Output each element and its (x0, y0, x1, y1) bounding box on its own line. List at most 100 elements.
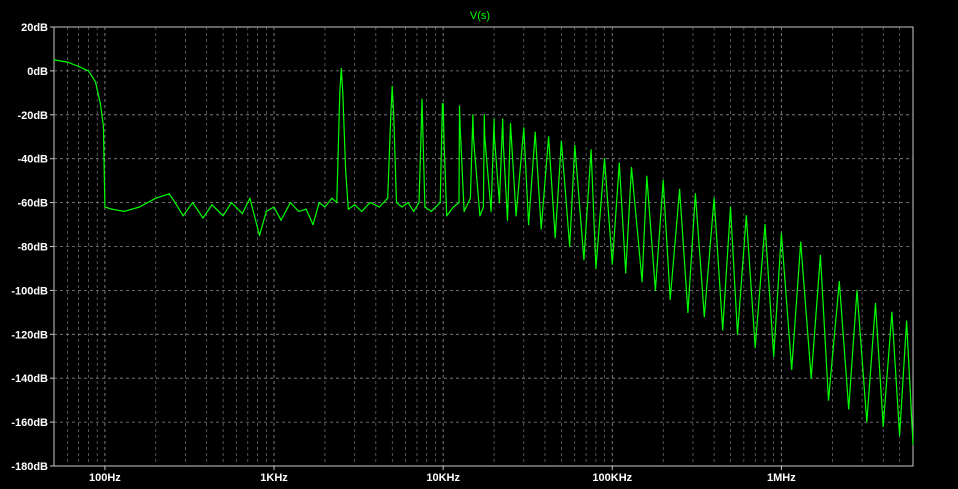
series-point (819, 254, 822, 256)
series-point (687, 311, 689, 313)
series-point (534, 131, 536, 133)
series-point (102, 125, 104, 127)
series-point (780, 232, 783, 234)
series-point (78, 65, 80, 68)
series-point (611, 263, 613, 265)
series-point (800, 241, 802, 243)
series-point (540, 228, 542, 230)
series-point (458, 202, 460, 204)
series-point (230, 202, 232, 204)
series-point (458, 105, 461, 107)
series-point (583, 259, 585, 261)
series-point (548, 136, 550, 138)
series-point (87, 70, 90, 72)
series-point (618, 162, 620, 164)
trace-layer (53, 59, 914, 445)
y-tick-label: -100dB (11, 285, 48, 297)
series-point (258, 234, 261, 237)
series-point (53, 59, 55, 61)
series-point (342, 92, 344, 94)
series-point (502, 144, 504, 147)
series-point (472, 136, 474, 138)
series-point (515, 215, 517, 217)
y-tick-label: -160dB (11, 417, 48, 429)
series-point (906, 320, 908, 322)
series-point (483, 114, 485, 116)
x-tick-label: 10KHz (426, 472, 460, 484)
series-point (603, 158, 606, 160)
y-tick-label: -80dB (17, 242, 48, 254)
series-point (560, 140, 563, 142)
series-point (66, 61, 68, 63)
series-point (395, 202, 398, 204)
series-point (407, 202, 409, 204)
y-tick-label: 20dB (21, 22, 48, 34)
chart-title: V(s) (470, 10, 490, 22)
series-point (703, 316, 705, 318)
axis-layer: 20dB 0dB -20dB -40dB -60dB -80dB -100dB -120dB -… (11, 22, 796, 484)
series-point (298, 210, 300, 212)
x-tick-label: 100KHz (592, 472, 632, 484)
series-point (336, 202, 338, 204)
series-point (463, 210, 465, 212)
y-tick-label: -60dB (17, 198, 48, 210)
series-point (202, 217, 204, 219)
series-point (498, 202, 500, 204)
series-point (324, 206, 326, 208)
series-point (430, 210, 432, 212)
series-point (764, 224, 766, 226)
series-point (590, 149, 592, 151)
series-point (442, 103, 444, 105)
series-point (94, 81, 97, 83)
series-point (361, 210, 363, 212)
series-point (182, 215, 184, 217)
series-point (625, 272, 627, 274)
series-point (424, 206, 426, 208)
x-tick-label: 100Hz (89, 472, 121, 484)
y-tick-label: -20dB (17, 110, 48, 122)
series-point (694, 193, 697, 195)
series-point (493, 136, 495, 138)
series-point (418, 202, 420, 204)
series-point (641, 281, 643, 283)
series-point (810, 377, 812, 379)
series-point (312, 224, 314, 226)
series-point (111, 208, 113, 210)
series-point (387, 197, 389, 199)
series-point (340, 68, 342, 70)
series-point (369, 202, 371, 204)
series-point (439, 202, 441, 204)
series-point (569, 245, 571, 248)
series-point (265, 210, 267, 212)
series-point (241, 213, 243, 215)
series-point (791, 368, 793, 370)
series-point (345, 169, 347, 171)
series-point (856, 289, 858, 291)
series-point (443, 136, 445, 138)
series-point (390, 114, 392, 116)
series-point (446, 215, 448, 217)
series-point (866, 421, 868, 423)
series-point (554, 237, 556, 239)
series-point (104, 206, 106, 208)
y-tick-label: -180dB (11, 461, 48, 473)
series-point (479, 215, 481, 217)
series-point (331, 197, 333, 199)
series-point (339, 92, 341, 94)
series-point (354, 204, 356, 206)
series-point (912, 443, 914, 445)
series-point (490, 210, 492, 212)
series-point (155, 197, 157, 199)
series-point (502, 118, 504, 120)
series-point (393, 114, 395, 116)
y-tick-label: -40dB (17, 154, 48, 166)
series-point (391, 85, 393, 87)
series-point (459, 125, 461, 127)
series-point (736, 333, 739, 335)
series-point (222, 215, 224, 217)
series-point (123, 210, 125, 212)
series-point (305, 208, 307, 210)
